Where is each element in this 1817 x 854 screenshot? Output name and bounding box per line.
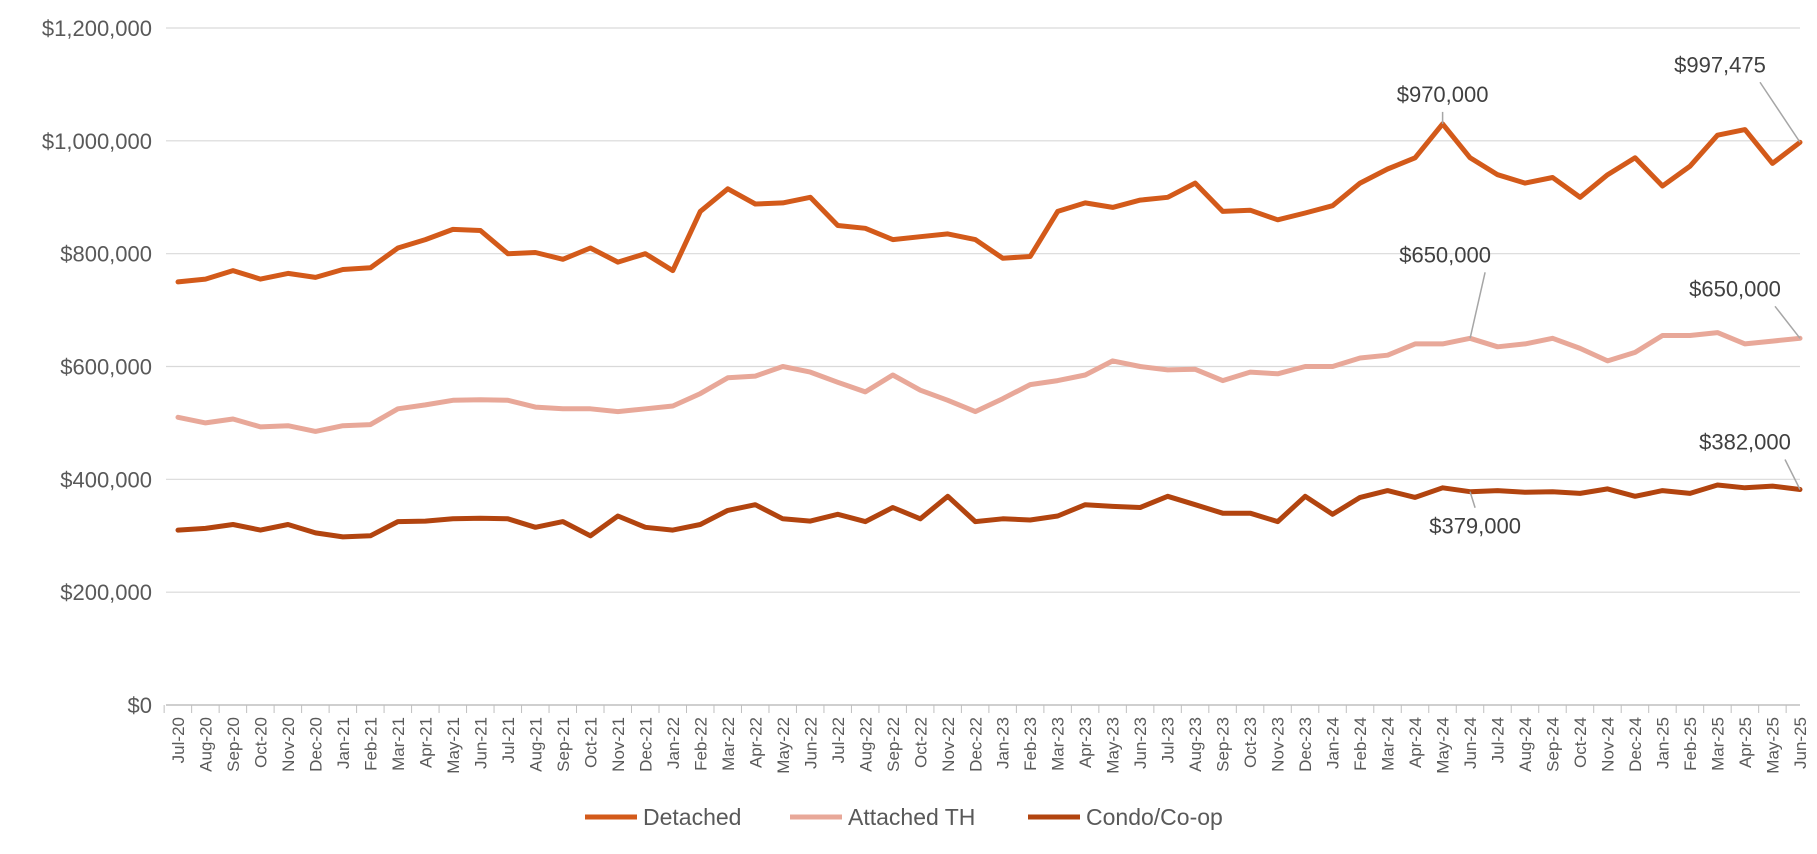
x-tick-label: Jun-21 — [471, 717, 490, 769]
x-tick-label: Jul-21 — [499, 717, 518, 763]
x-tick-label: Jan-21 — [334, 717, 353, 769]
x-tick-label: May-21 — [444, 717, 463, 774]
x-tick-label: Oct-21 — [581, 717, 600, 768]
x-tick-label: Mar-23 — [1049, 717, 1068, 771]
x-tick-label: Jun-22 — [801, 717, 820, 769]
y-tick-label: $1,200,000 — [42, 16, 152, 41]
legend: Detached Attached TH Condo/Co-op — [585, 804, 1223, 830]
y-axis: $0 $200,000 $400,000 $600,000 $800,000 $1,000… — [42, 16, 152, 718]
x-tick-label: May-23 — [1104, 717, 1123, 774]
y-tick-label: $200,000 — [60, 580, 152, 605]
x-tick-label: Sep-20 — [224, 717, 243, 772]
x-tick-label: Feb-22 — [691, 717, 710, 771]
x-tick-label: Jul-20 — [169, 717, 188, 763]
annotation-leader — [1469, 272, 1486, 339]
x-tick-label: Aug-24 — [1516, 717, 1535, 772]
x-tick-label: Oct-24 — [1571, 717, 1590, 768]
x-tick-label: Apr-24 — [1406, 717, 1425, 768]
legend-label: Attached TH — [848, 804, 975, 830]
x-tick-label: Jan-24 — [1324, 717, 1343, 769]
x-tick-label: Nov-23 — [1269, 717, 1288, 772]
x-tick-label: Oct-20 — [251, 717, 270, 768]
annotation-leader — [1784, 459, 1801, 490]
x-tick-label: Sep-22 — [884, 717, 903, 772]
x-axis: Jul-20 Aug-20 Sep-20 Oct-20 Nov-20 Dec-20 Jan-… — [163, 704, 1810, 774]
x-tick-label: Nov-22 — [939, 717, 958, 772]
x-tick-label: Jul-22 — [829, 717, 848, 763]
legend-label: Condo/Co-op — [1086, 804, 1223, 830]
y-tick-label: $0 — [128, 693, 152, 718]
annotation-label: $650,000 — [1689, 276, 1781, 301]
x-tick-label: Aug-20 — [196, 717, 215, 772]
x-tick-label: Feb-23 — [1021, 717, 1040, 771]
annotation-label: $650,000 — [1399, 242, 1491, 267]
annotation-label: $379,000 — [1429, 514, 1521, 539]
x-tick-label: Jul-23 — [1159, 717, 1178, 763]
x-tick-label: Aug-22 — [856, 717, 875, 772]
series-lines — [175, 121, 1803, 540]
x-tick-label: Dec-24 — [1626, 717, 1645, 772]
x-tick-label: Aug-23 — [1186, 717, 1205, 772]
x-tick-label: Mar-21 — [389, 717, 408, 771]
x-tick-label: Mar-24 — [1379, 717, 1398, 771]
y-tick-label: $400,000 — [60, 467, 152, 492]
x-tick-label: Apr-25 — [1736, 717, 1755, 768]
x-tick-label: Jan-25 — [1654, 717, 1673, 769]
x-tick-label: May-25 — [1764, 717, 1783, 774]
series-line-detached — [175, 121, 1803, 285]
annotation-leader — [1469, 491, 1476, 508]
x-tick-label: Apr-22 — [746, 717, 765, 768]
x-tick-label: Jul-24 — [1489, 717, 1508, 763]
x-tick-label: Jun-25 — [1791, 717, 1810, 769]
x-tick-label: Sep-21 — [554, 717, 573, 772]
x-tick-label: Nov-24 — [1599, 717, 1618, 772]
x-tick-label: Mar-25 — [1709, 717, 1728, 771]
x-tick-label: Sep-24 — [1544, 717, 1563, 772]
x-tick-label: Oct-23 — [1241, 717, 1260, 768]
x-tick-label: Apr-21 — [416, 717, 435, 768]
gridlines — [166, 27, 1800, 593]
legend-label: Detached — [643, 804, 741, 830]
x-tick-label: Jan-23 — [994, 717, 1013, 769]
annotation-label: $382,000 — [1699, 429, 1791, 454]
x-tick-label: Oct-22 — [911, 717, 930, 768]
x-tick-label: Jun-23 — [1131, 717, 1150, 769]
annotation-label: $970,000 — [1397, 82, 1489, 107]
y-tick-label: $1,000,000 — [42, 129, 152, 154]
series-line-attached-th — [175, 330, 1803, 434]
annotation-label: $997,475 — [1674, 52, 1766, 77]
x-tick-label: Dec-20 — [306, 717, 325, 772]
x-tick-label: Apr-23 — [1076, 717, 1095, 768]
x-tick-label: Dec-23 — [1296, 717, 1315, 772]
x-tick-label: Aug-21 — [526, 717, 545, 772]
y-tick-label: $600,000 — [60, 355, 152, 380]
x-tick-label: Jan-22 — [664, 717, 683, 769]
x-tick-label: Feb-25 — [1681, 717, 1700, 771]
x-tick-label: Dec-22 — [966, 717, 985, 772]
x-tick-label: Feb-21 — [361, 717, 380, 771]
annotation-leader — [1759, 81, 1801, 143]
x-tick-label: Nov-20 — [279, 717, 298, 772]
x-tick-label: May-24 — [1434, 717, 1453, 774]
annotation-leader — [1774, 305, 1801, 339]
x-tick-label: Mar-22 — [719, 717, 738, 771]
x-tick-label: Nov-21 — [609, 717, 628, 772]
x-tick-label: Dec-21 — [636, 717, 655, 772]
x-tick-label: Sep-23 — [1214, 717, 1233, 772]
x-tick-label: May-22 — [774, 717, 793, 774]
annotations: $997,475 $970,000 $650,000 $650,000 $382,000… — [1397, 52, 1801, 539]
x-tick-label: Jun-24 — [1461, 717, 1480, 769]
y-tick-label: $800,000 — [60, 242, 152, 267]
series-line-condo-co-op — [175, 482, 1803, 540]
x-tick-label: Feb-24 — [1351, 717, 1370, 771]
